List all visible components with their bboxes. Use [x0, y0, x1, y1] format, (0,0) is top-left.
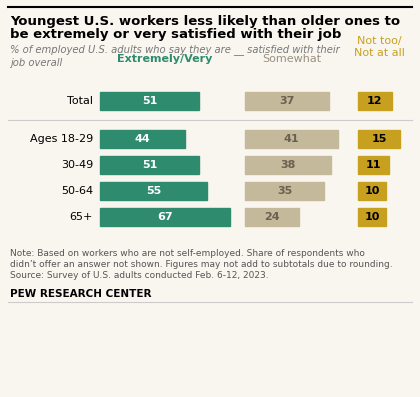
Text: Source: Survey of U.S. adults conducted Feb. 6-12, 2023.: Source: Survey of U.S. adults conducted …: [10, 271, 269, 280]
Bar: [100, 130, 185, 148]
Text: 15: 15: [371, 134, 387, 144]
Bar: [245, 92, 329, 110]
Text: PEW RESEARCH CENTER: PEW RESEARCH CENTER: [10, 289, 152, 299]
Bar: [100, 208, 230, 226]
Bar: [358, 130, 400, 148]
Bar: [358, 182, 386, 200]
Bar: [245, 130, 338, 148]
Text: 11: 11: [366, 160, 381, 170]
Bar: [100, 182, 207, 200]
Text: 65+: 65+: [70, 212, 93, 222]
Bar: [358, 156, 389, 174]
Text: 37: 37: [279, 96, 295, 106]
Bar: [245, 208, 299, 226]
Text: 51: 51: [142, 96, 157, 106]
Text: 12: 12: [367, 96, 383, 106]
Text: 38: 38: [281, 160, 296, 170]
Text: Total: Total: [67, 96, 93, 106]
Text: didn’t offer an answer not shown. Figures may not add to subtotals due to roundi: didn’t offer an answer not shown. Figure…: [10, 260, 393, 269]
Text: 24: 24: [265, 212, 280, 222]
Text: Note: Based on workers who are not self-employed. Share of respondents who: Note: Based on workers who are not self-…: [10, 249, 365, 258]
Bar: [245, 182, 324, 200]
Text: Not too/
Not at all: Not too/ Not at all: [354, 36, 404, 58]
Bar: [100, 92, 199, 110]
Bar: [100, 156, 199, 174]
Text: Ages 18-29: Ages 18-29: [30, 134, 93, 144]
Bar: [358, 208, 386, 226]
Text: Somewhat: Somewhat: [262, 54, 321, 64]
Text: 30-49: 30-49: [61, 160, 93, 170]
Text: 10: 10: [364, 186, 380, 196]
Text: be extremely or very satisfied with their job: be extremely or very satisfied with thei…: [10, 28, 341, 41]
Text: Youngest U.S. workers less likely than older ones to: Youngest U.S. workers less likely than o…: [10, 15, 400, 28]
Text: 10: 10: [364, 212, 380, 222]
Bar: [245, 156, 331, 174]
Text: 41: 41: [284, 134, 299, 144]
Text: 50-64: 50-64: [61, 186, 93, 196]
Text: Extremely/Very: Extremely/Very: [117, 54, 213, 64]
Text: 67: 67: [157, 212, 173, 222]
Text: 51: 51: [142, 160, 157, 170]
Text: % of employed U.S. adults who say they are __ satisfied with their
job overall: % of employed U.S. adults who say they a…: [10, 44, 340, 68]
Text: 55: 55: [146, 186, 161, 196]
Bar: [358, 92, 391, 110]
Text: 44: 44: [135, 134, 150, 144]
Text: 35: 35: [277, 186, 292, 196]
